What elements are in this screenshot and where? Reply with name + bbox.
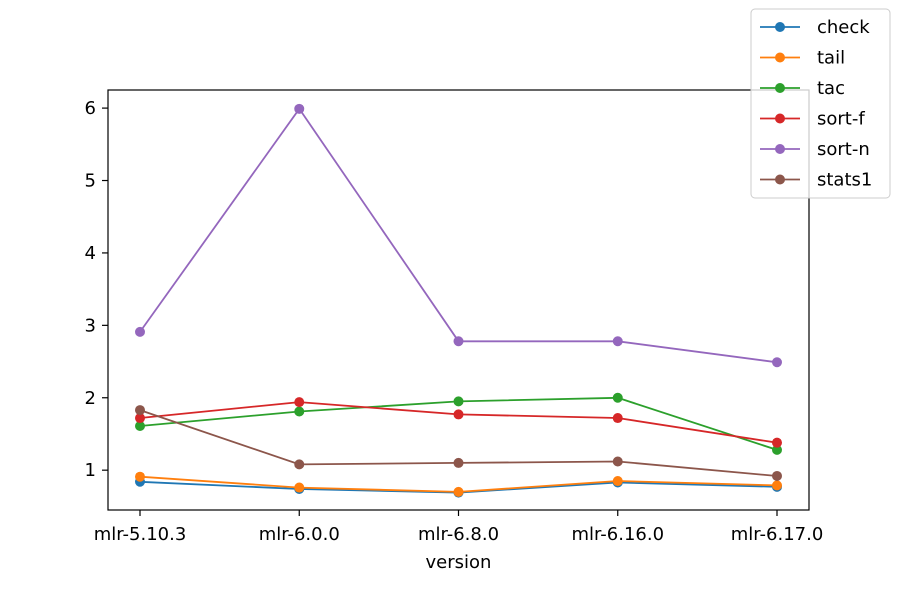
data-point: [453, 336, 464, 347]
data-point: [612, 476, 623, 487]
data-point: [453, 457, 464, 468]
y-tick-label: 3: [85, 315, 96, 336]
legend-marker: [775, 22, 785, 32]
data-point: [135, 421, 145, 431]
y-axis: 1 2 3 4 5 6: [85, 98, 108, 481]
data-point: [294, 397, 305, 408]
legend-marker: [775, 144, 785, 154]
data-point: [612, 392, 623, 403]
legend-marker: [775, 113, 785, 124]
legend-marker: [775, 52, 785, 63]
legend-item-stats1: stats1: [760, 170, 872, 191]
plot-frame: [107, 89, 810, 511]
x-tick-label: mlr-6.8.0: [418, 524, 499, 545]
series-layer: [135, 103, 782, 498]
data-point: [453, 409, 464, 420]
data-point: [453, 396, 464, 407]
data-point: [772, 480, 782, 491]
y-tick-label: 2: [85, 388, 96, 409]
legend-box: [750, 8, 891, 199]
series-sort-n: [135, 103, 782, 368]
legend-item-sort-n: sort-n: [760, 139, 870, 160]
legend-label: sort-n: [817, 139, 870, 160]
legend-item-tail: tail: [760, 48, 845, 69]
series-tac: [135, 392, 782, 455]
series-line: [139, 107, 778, 364]
y-tick-label: 1: [85, 460, 96, 481]
data-point: [772, 444, 782, 455]
data-point: [135, 405, 145, 416]
x-tick-label: mlr-6.0.0: [259, 524, 340, 545]
y-tick-label: 5: [85, 171, 96, 192]
data-point: [612, 456, 623, 467]
data-point: [294, 406, 305, 417]
legend-label: check: [817, 17, 870, 38]
x-tick-label: mlr-6.16.0: [571, 524, 664, 545]
y-tick-label: 4: [85, 243, 96, 264]
legend-marker: [775, 174, 785, 185]
data-point: [772, 437, 782, 448]
legend-label: sort-f: [817, 109, 865, 130]
series-line: [139, 401, 778, 444]
legend-item-tac: tac: [760, 78, 845, 99]
series-sort-f: [135, 397, 782, 448]
data-point: [612, 336, 623, 347]
data-point: [135, 326, 145, 337]
legend-label: tac: [817, 78, 845, 99]
series-tail: [135, 471, 782, 497]
x-tick-label: mlr-5.10.3: [94, 524, 187, 545]
legend-item-sort-f: sort-f: [760, 109, 865, 130]
data-point: [612, 413, 623, 424]
series-stats1: [135, 405, 782, 481]
data-point: [772, 470, 782, 481]
data-point: [294, 482, 305, 493]
x-axis: mlr-5.10.3 mlr-6.0.0 mlr-6.8.0 mlr-6.16.0 ml…: [94, 510, 824, 545]
data-point: [294, 103, 305, 114]
legend-label: tail: [817, 48, 845, 69]
data-point: [135, 413, 145, 424]
legend-label: stats1: [817, 170, 872, 191]
data-point: [453, 486, 464, 497]
legend-marker: [775, 83, 785, 93]
y-tick-label: 6: [85, 98, 96, 119]
x-tick-label: mlr-6.17.0: [731, 524, 824, 545]
x-axis-title: version: [426, 552, 492, 573]
legend: check tail tac sort-f sort-n stats1: [750, 8, 891, 199]
data-point: [294, 459, 305, 470]
data-point: [135, 471, 145, 482]
data-point: [772, 357, 782, 368]
legend-item-check: check: [760, 17, 870, 38]
